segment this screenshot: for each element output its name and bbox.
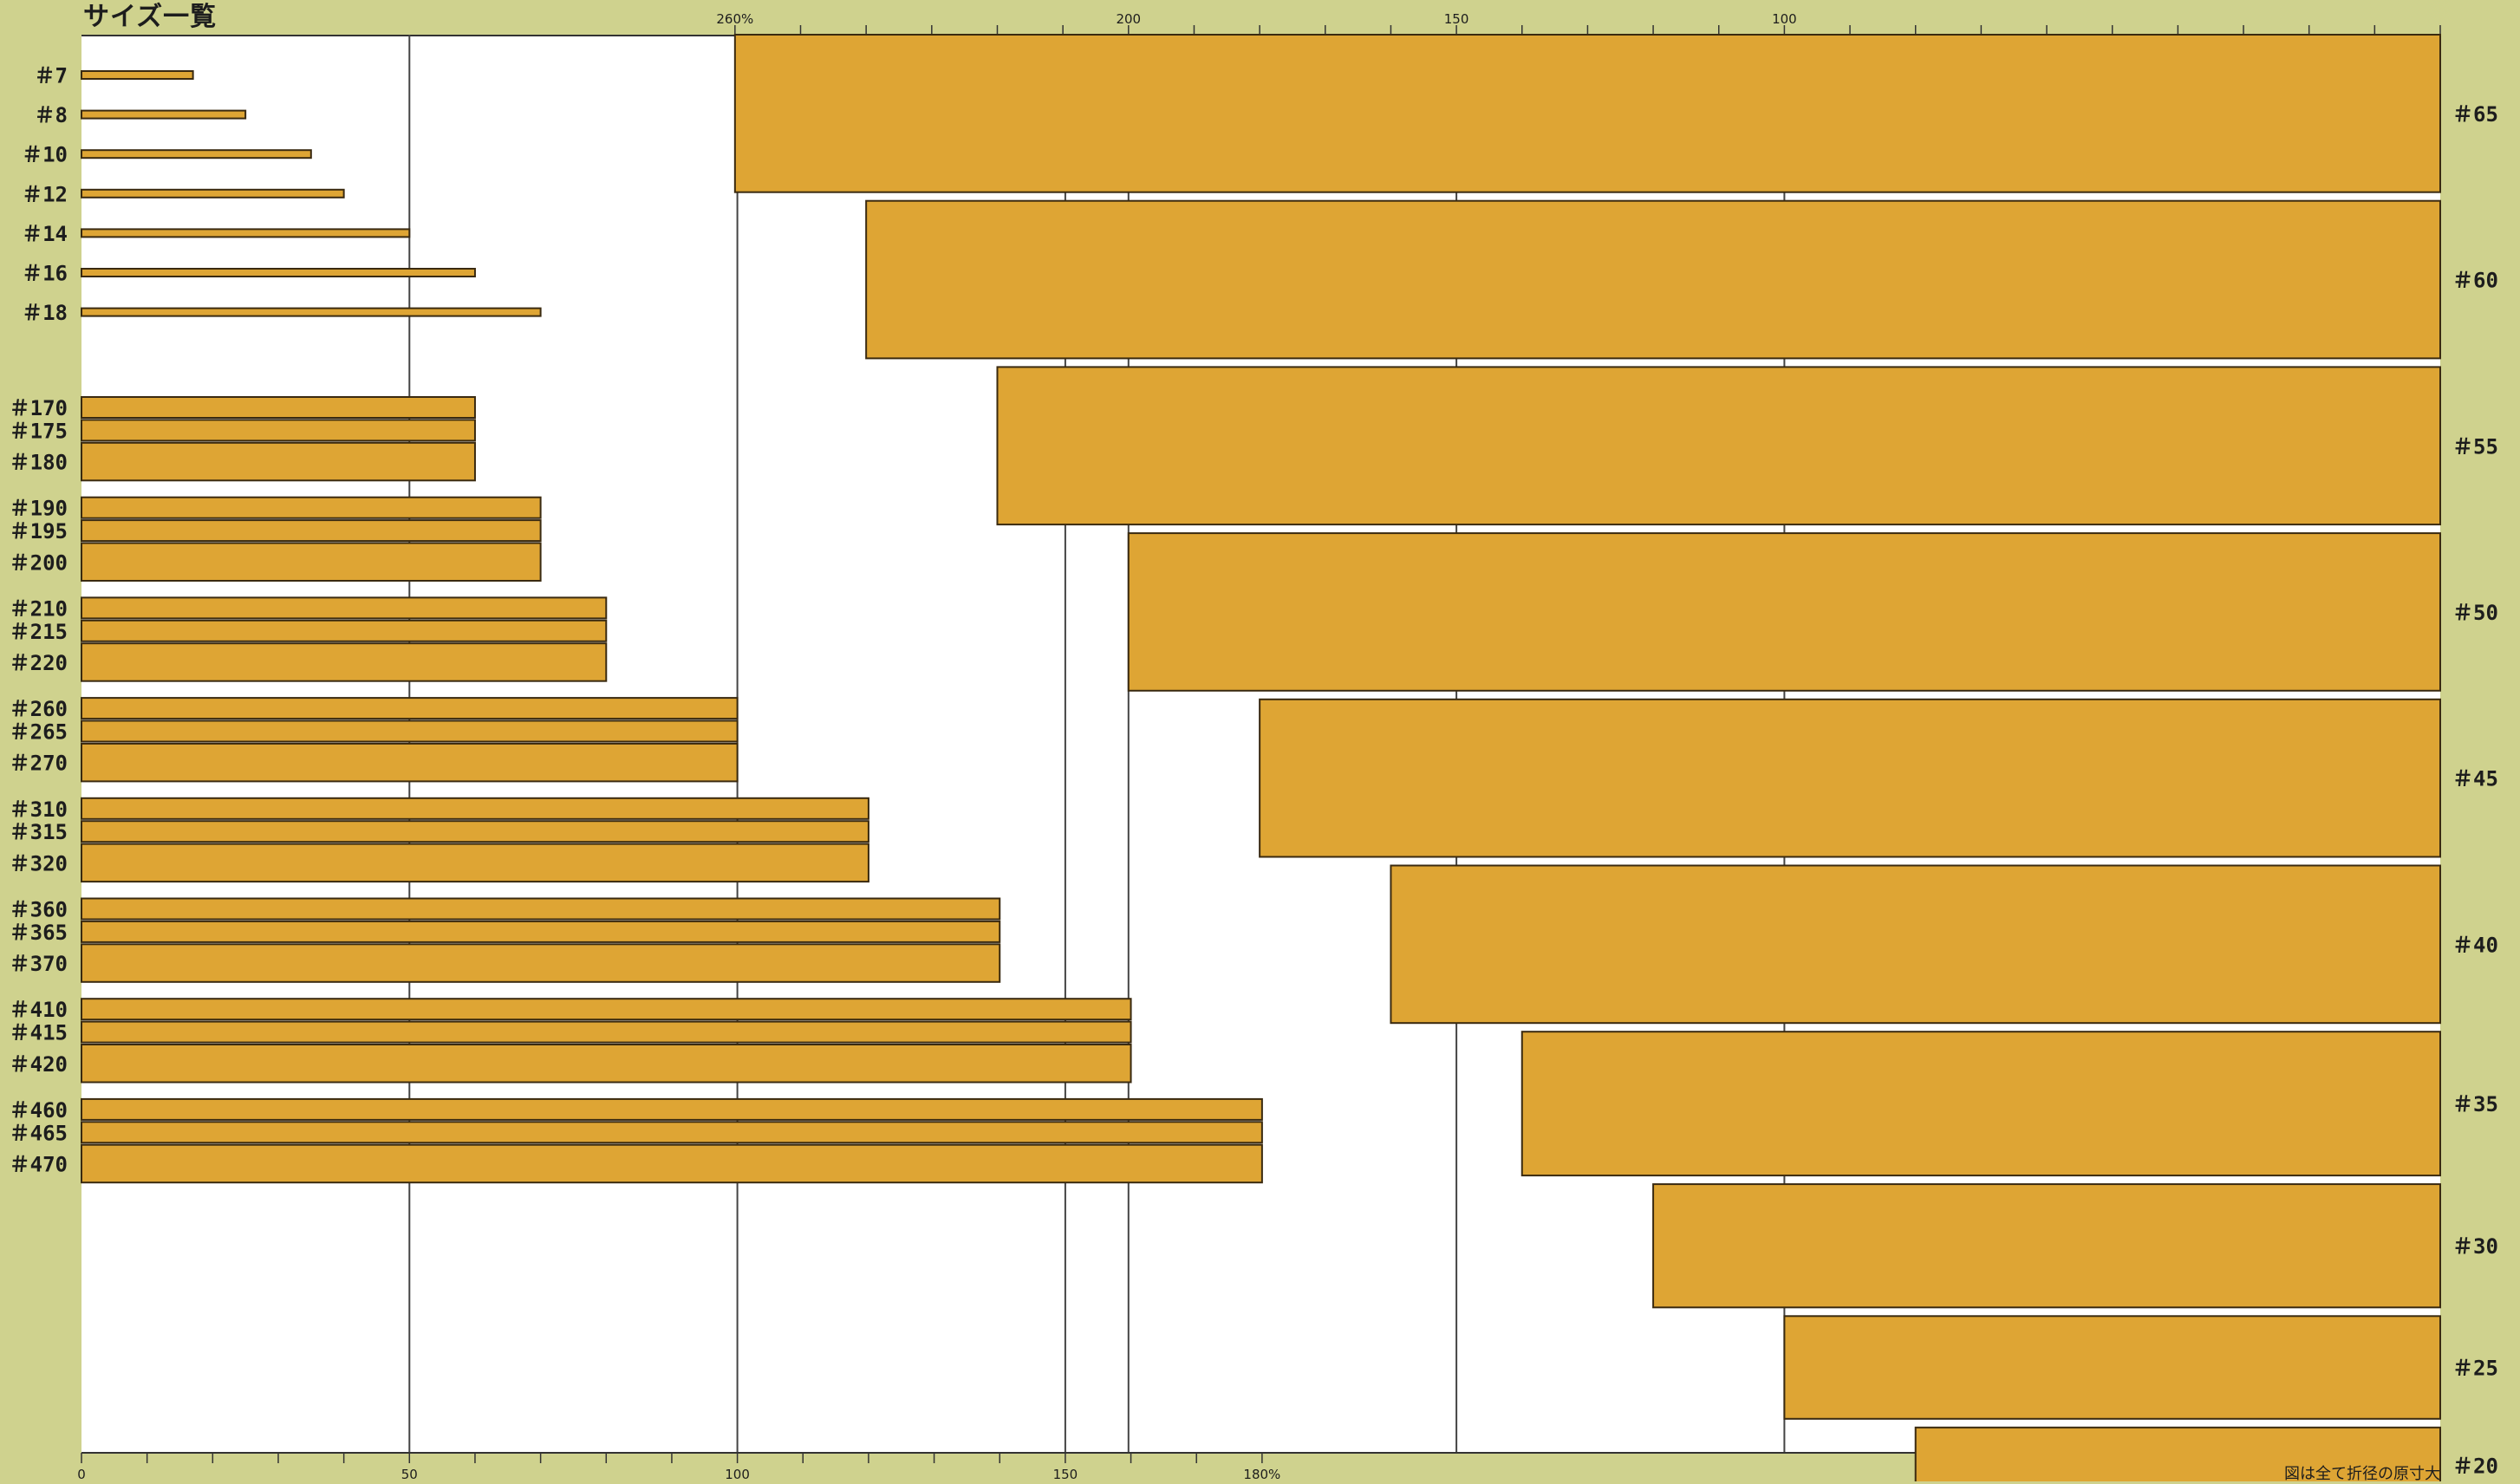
bottom-axis-tick-label: 150 bbox=[1053, 1467, 1078, 1481]
bottom-axis-tick-label: 180% bbox=[1243, 1467, 1280, 1481]
bar bbox=[1259, 698, 2441, 858]
bar bbox=[81, 268, 476, 277]
bar-label: ＃65 bbox=[2452, 102, 2498, 127]
bar bbox=[81, 228, 411, 238]
bar-label: ＃55 bbox=[2452, 434, 2498, 459]
bar-label: ＃470 bbox=[10, 1152, 68, 1176]
bar bbox=[81, 1097, 1263, 1121]
bar bbox=[81, 70, 194, 80]
bar-label: ＃210 bbox=[10, 596, 68, 621]
bar-label: ＃175 bbox=[10, 419, 68, 443]
bar-label: ＃170 bbox=[10, 396, 68, 420]
bar bbox=[81, 596, 608, 620]
bar-label: ＃215 bbox=[10, 620, 68, 644]
bar-label: ＃180 bbox=[10, 451, 68, 475]
chart-note: 図は全て折径の原寸大 bbox=[2284, 1465, 2440, 1483]
bar-label: ＃260 bbox=[10, 697, 68, 721]
bar-label: ＃8 bbox=[35, 103, 68, 127]
bar-label: ＃415 bbox=[10, 1021, 68, 1045]
bar bbox=[81, 519, 542, 543]
bar-label: ＃365 bbox=[10, 921, 68, 945]
top-axis-tick-label: 200 bbox=[1116, 11, 1141, 27]
bar bbox=[81, 441, 476, 482]
bar bbox=[81, 307, 542, 317]
bar-label: ＃45 bbox=[2452, 767, 2498, 791]
bar bbox=[81, 797, 869, 820]
bar bbox=[733, 34, 2442, 193]
bar bbox=[81, 943, 1001, 983]
bar bbox=[81, 1020, 1132, 1044]
bar-label: ＃315 bbox=[10, 820, 68, 844]
bar bbox=[81, 1143, 1263, 1184]
bar bbox=[1914, 1426, 2441, 1481]
chart-title: サイズ一覧 bbox=[83, 2, 218, 32]
bar-label: ＃7 bbox=[35, 64, 68, 88]
bar bbox=[81, 843, 869, 883]
bar bbox=[81, 149, 312, 159]
bar-label: ＃50 bbox=[2452, 601, 2498, 625]
top-axis-tick-label: 260% bbox=[716, 11, 753, 27]
bar bbox=[81, 642, 608, 682]
bar-label: ＃25 bbox=[2452, 1357, 2498, 1381]
bar-label: ＃465 bbox=[10, 1121, 68, 1145]
bar-label: ＃410 bbox=[10, 998, 68, 1022]
bar bbox=[81, 1044, 1132, 1084]
bar-label: ＃460 bbox=[10, 1098, 68, 1123]
bar bbox=[996, 366, 2441, 526]
bar bbox=[81, 188, 345, 199]
bar-label: ＃18 bbox=[22, 301, 68, 325]
bottom-axis-tick-label: 0 bbox=[77, 1467, 86, 1481]
bar bbox=[81, 1121, 1263, 1144]
bar bbox=[1652, 1183, 2441, 1309]
bar bbox=[81, 419, 476, 442]
bar-label: ＃420 bbox=[10, 1052, 68, 1077]
bar-label: ＃360 bbox=[10, 898, 68, 922]
bar-label: ＃10 bbox=[22, 143, 68, 167]
bar-label: ＃16 bbox=[22, 262, 68, 286]
bottom-axis-tick-label: 100 bbox=[725, 1467, 750, 1481]
bar bbox=[865, 199, 2441, 360]
bar bbox=[81, 109, 247, 120]
bar-label: ＃200 bbox=[10, 550, 68, 575]
bar-label: ＃265 bbox=[10, 720, 68, 745]
bar-label: ＃310 bbox=[10, 797, 68, 822]
bar-label: ＃30 bbox=[2452, 1234, 2498, 1259]
bar bbox=[1520, 1031, 2441, 1177]
bar bbox=[81, 897, 1001, 921]
bar-label: ＃190 bbox=[10, 497, 68, 521]
bar-label: ＃370 bbox=[10, 952, 68, 976]
bar-label: ＃60 bbox=[2452, 269, 2498, 293]
bar bbox=[81, 820, 869, 843]
bar bbox=[81, 719, 739, 743]
bar-label: ＃220 bbox=[10, 651, 68, 675]
bar bbox=[81, 998, 1132, 1021]
bar bbox=[81, 742, 739, 783]
bottom-axis-tick-label: 50 bbox=[401, 1467, 418, 1481]
bar bbox=[81, 542, 542, 582]
bar bbox=[81, 920, 1001, 943]
top-axis-tick-label: 150 bbox=[1444, 11, 1469, 27]
bar-label: ＃320 bbox=[10, 851, 68, 875]
bar bbox=[81, 619, 608, 642]
bar bbox=[81, 396, 476, 419]
top-axis-tick-label: 100 bbox=[1772, 11, 1797, 27]
bar bbox=[81, 697, 739, 720]
bar-label: ＃40 bbox=[2452, 933, 2498, 957]
bar-label: ＃270 bbox=[10, 752, 68, 776]
bar bbox=[1390, 864, 2441, 1025]
bar-label: ＃14 bbox=[22, 222, 68, 246]
bar-label: ＃20 bbox=[2452, 1454, 2498, 1478]
bar bbox=[81, 496, 542, 519]
bar bbox=[1783, 1315, 2441, 1420]
bar-label: ＃195 bbox=[10, 519, 68, 543]
bar-label: ＃12 bbox=[22, 182, 68, 206]
bar-label: ＃35 bbox=[2452, 1092, 2498, 1116]
bar bbox=[1127, 532, 2441, 692]
